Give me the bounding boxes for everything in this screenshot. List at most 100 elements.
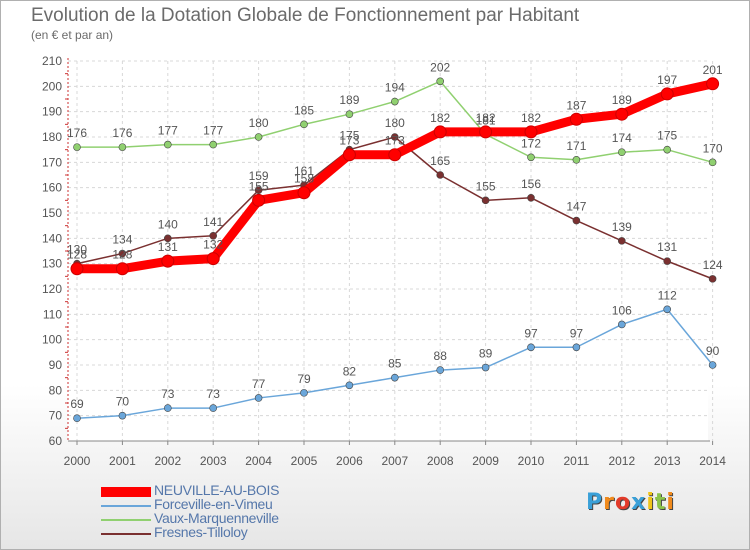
data-label: 182 bbox=[521, 111, 541, 125]
x-tick-label: 2006 bbox=[336, 454, 363, 468]
y-tick-label: 60 bbox=[49, 434, 63, 448]
logo-letter: o bbox=[614, 490, 632, 515]
data-label: 181 bbox=[476, 113, 496, 127]
x-tick-label: 2012 bbox=[608, 454, 635, 468]
data-label: 194 bbox=[385, 81, 405, 95]
logo-letter: r bbox=[603, 490, 615, 515]
data-point bbox=[572, 343, 581, 352]
x-tick-label: 2010 bbox=[518, 454, 545, 468]
data-label: 85 bbox=[388, 357, 402, 371]
data-label: 185 bbox=[294, 103, 314, 117]
data-label: 128 bbox=[112, 248, 132, 262]
data-point bbox=[388, 148, 402, 162]
legend-swatch bbox=[101, 505, 151, 507]
data-point bbox=[617, 320, 626, 329]
data-point bbox=[481, 363, 490, 372]
data-label: 189 bbox=[612, 93, 632, 107]
data-point bbox=[164, 234, 172, 243]
y-tick-label: 100 bbox=[42, 333, 62, 347]
data-label: 130 bbox=[67, 243, 87, 257]
data-label: 88 bbox=[434, 349, 448, 363]
y-tick-label: 200 bbox=[42, 79, 62, 93]
legend-swatch bbox=[101, 519, 151, 521]
data-label: 73 bbox=[207, 387, 221, 401]
x-tick-label: 2007 bbox=[381, 454, 408, 468]
legend-label: Vaux-Marquenneville bbox=[154, 510, 279, 526]
y-tick-label: 90 bbox=[49, 358, 63, 372]
data-label: 131 bbox=[657, 240, 677, 254]
data-point bbox=[708, 158, 717, 167]
legend-item: Forceville-en-Vimeu bbox=[101, 496, 421, 513]
data-point bbox=[390, 97, 399, 106]
x-tick-label: 2005 bbox=[291, 454, 318, 468]
data-point bbox=[390, 373, 399, 382]
data-label: 69 bbox=[70, 397, 84, 411]
data-label: 189 bbox=[339, 93, 359, 107]
data-point bbox=[115, 262, 129, 276]
data-label: 161 bbox=[294, 164, 314, 178]
y-tick-label: 70 bbox=[49, 409, 63, 423]
y-tick-label: 190 bbox=[42, 105, 62, 119]
logo-letter: i bbox=[646, 490, 655, 515]
data-point bbox=[254, 394, 263, 402]
data-label: 73 bbox=[161, 387, 175, 401]
data-label: 79 bbox=[297, 372, 311, 386]
data-point bbox=[527, 343, 535, 352]
y-tick-label: 130 bbox=[42, 257, 62, 271]
data-point bbox=[300, 120, 308, 129]
x-tick-label: 2000 bbox=[64, 454, 91, 468]
data-point bbox=[663, 305, 672, 314]
data-label: 89 bbox=[479, 347, 493, 361]
data-label: 140 bbox=[158, 217, 178, 231]
data-label: 156 bbox=[521, 177, 541, 191]
data-point bbox=[436, 77, 445, 86]
data-label: 112 bbox=[658, 288, 677, 302]
chart-subtitle: (en € et par an) bbox=[31, 28, 114, 42]
x-tick-label: 2011 bbox=[563, 454, 589, 468]
data-label: 70 bbox=[116, 395, 130, 409]
plot-area bbox=[68, 61, 708, 441]
data-point bbox=[663, 257, 672, 265]
data-label: 77 bbox=[252, 377, 266, 391]
data-point bbox=[209, 232, 217, 240]
data-point bbox=[73, 143, 81, 151]
y-tick-label: 110 bbox=[43, 307, 62, 321]
data-label: 182 bbox=[430, 111, 450, 125]
data-point bbox=[345, 110, 354, 118]
data-label: 170 bbox=[703, 141, 723, 155]
x-tick-label: 2002 bbox=[154, 454, 181, 468]
data-label: 134 bbox=[112, 233, 132, 247]
y-tick-label: 180 bbox=[42, 130, 62, 144]
data-point bbox=[164, 140, 172, 149]
data-point bbox=[617, 148, 626, 156]
data-point bbox=[572, 156, 581, 164]
data-label: 128 bbox=[67, 248, 87, 262]
data-label: 147 bbox=[566, 200, 586, 214]
data-label: 131 bbox=[158, 240, 178, 254]
data-point bbox=[572, 216, 581, 225]
data-point bbox=[118, 143, 127, 151]
data-point bbox=[254, 133, 263, 141]
data-label: 171 bbox=[566, 139, 586, 153]
data-label: 174 bbox=[612, 131, 632, 145]
data-label: 141 bbox=[203, 215, 223, 229]
data-point bbox=[663, 145, 672, 154]
data-label: 132 bbox=[203, 238, 223, 252]
data-point bbox=[164, 404, 172, 412]
data-point bbox=[527, 153, 535, 162]
data-label: 173 bbox=[385, 134, 405, 148]
data-point bbox=[300, 389, 308, 397]
x-tick-label: 2003 bbox=[200, 454, 227, 468]
x-tick-label: 2001 bbox=[109, 454, 136, 468]
data-point bbox=[569, 112, 583, 126]
data-label: 202 bbox=[430, 60, 450, 74]
x-tick-label: 2014 bbox=[699, 454, 726, 468]
data-label: 90 bbox=[706, 344, 720, 358]
y-tick-label: 120 bbox=[42, 282, 62, 296]
data-point bbox=[161, 254, 175, 268]
data-point bbox=[433, 125, 447, 139]
data-label: 82 bbox=[343, 364, 357, 378]
data-point bbox=[524, 125, 538, 139]
